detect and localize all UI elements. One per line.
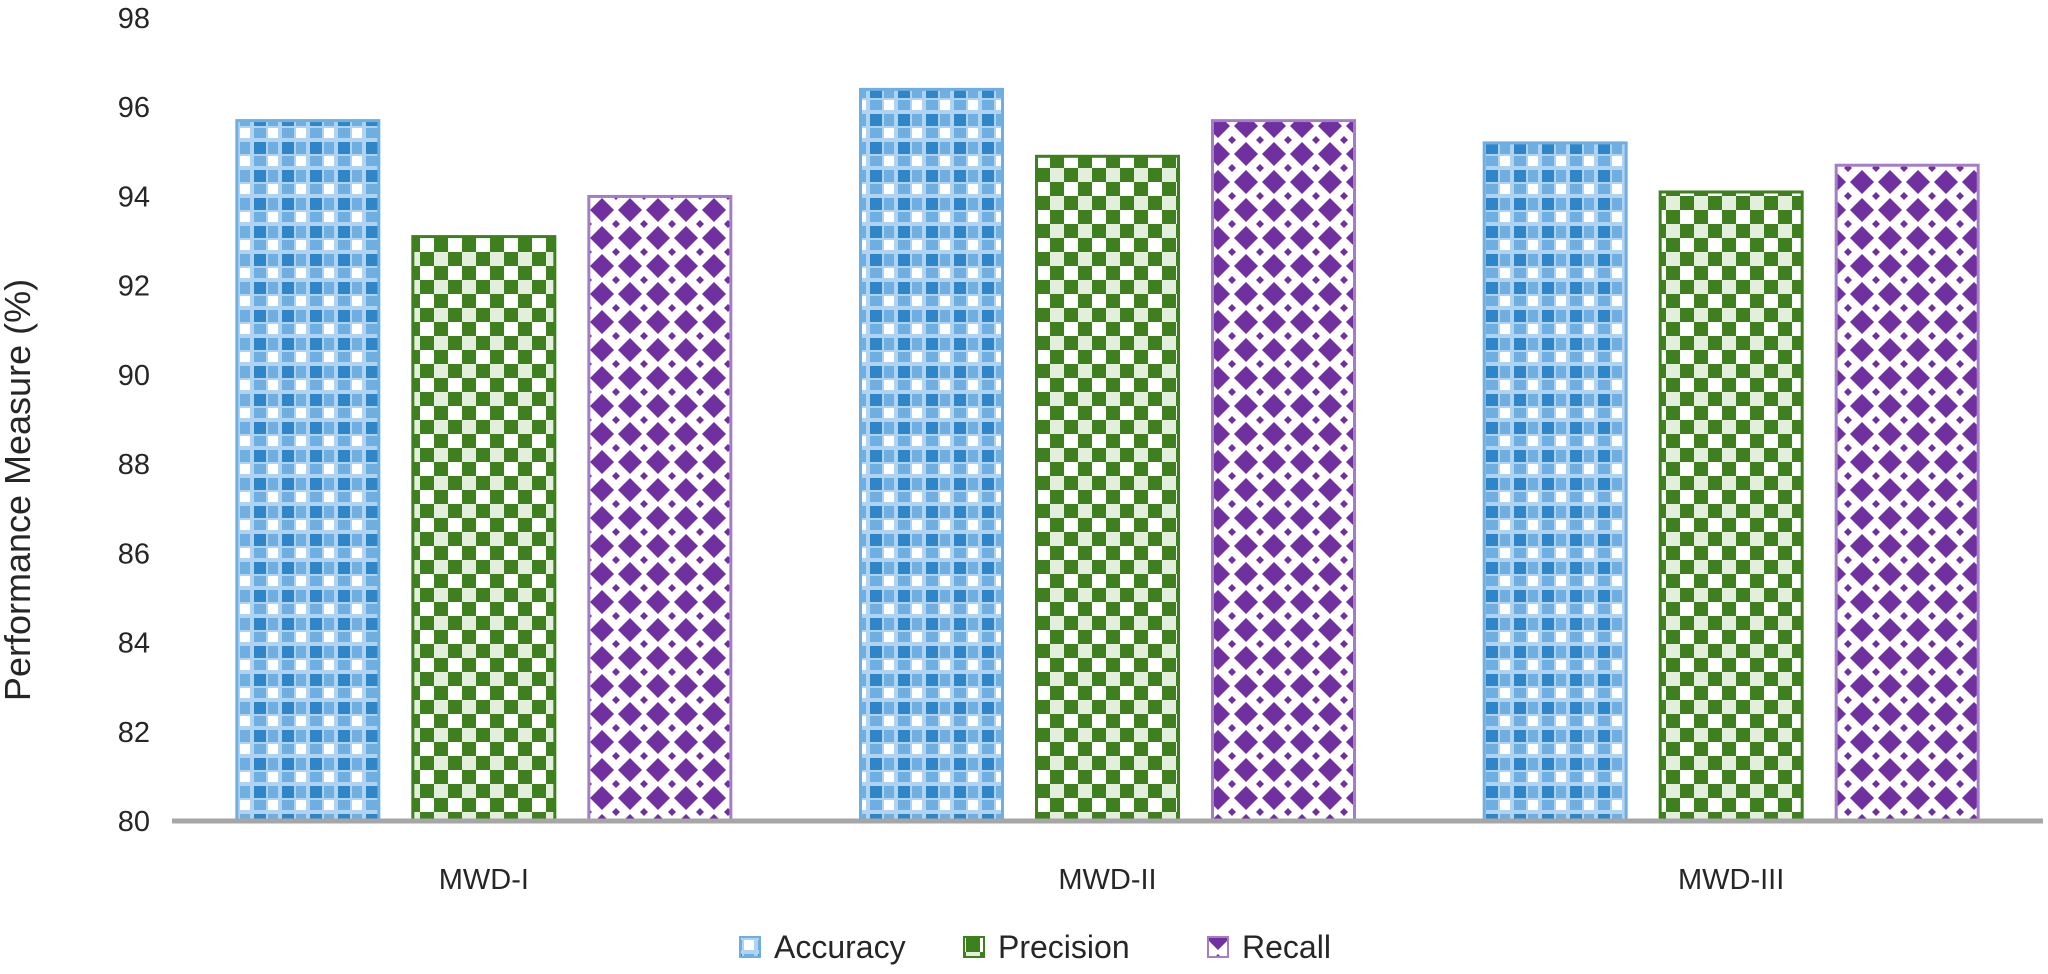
bar-precision-mwd-i	[411, 235, 557, 823]
y-axis-label: Performance Measure (%)	[0, 279, 38, 701]
legend: Accuracy Precision Recall	[739, 929, 1331, 965]
legend-swatch-precision	[963, 936, 985, 958]
x-tick-label: MWD-III	[1678, 864, 1784, 896]
bar-recall-mwd-i	[587, 194, 733, 823]
y-tick-label: 94	[118, 181, 150, 213]
x-tick-label: MWD-I	[439, 864, 529, 896]
y-tick-label: 98	[118, 3, 150, 35]
y-tick-label: 96	[118, 92, 150, 124]
y-tick-label: 80	[118, 806, 150, 838]
bar-accuracy-mwd-ii	[859, 87, 1004, 823]
legend-label-precision: Precision	[998, 929, 1130, 965]
bar-recall-mwd-iii	[1834, 163, 1980, 823]
y-axis: 80 82 84 86 88 90 92 94 96 98	[118, 3, 150, 838]
legend-swatch-recall	[1207, 936, 1229, 958]
bar-precision-mwd-ii	[1035, 154, 1180, 823]
y-tick-label: 88	[118, 449, 150, 481]
x-tick-label: MWD-II	[1058, 864, 1156, 896]
legend-swatch-accuracy	[739, 936, 761, 958]
bar-accuracy-mwd-iii	[1482, 141, 1628, 823]
x-axis: MWD-I MWD-II MWD-III	[439, 864, 1785, 896]
y-tick-label: 84	[118, 628, 150, 660]
y-tick-label: 82	[118, 717, 150, 749]
bars	[235, 87, 1980, 823]
y-tick-label: 90	[118, 360, 150, 392]
legend-label-recall: Recall	[1242, 929, 1331, 965]
bar-accuracy-mwd-i	[235, 119, 381, 823]
y-tick-label: 92	[118, 271, 150, 303]
bar-recall-mwd-ii	[1211, 119, 1356, 823]
bar-precision-mwd-iii	[1658, 190, 1804, 823]
y-tick-label: 86	[118, 538, 150, 570]
legend-label-accuracy: Accuracy	[774, 929, 906, 965]
